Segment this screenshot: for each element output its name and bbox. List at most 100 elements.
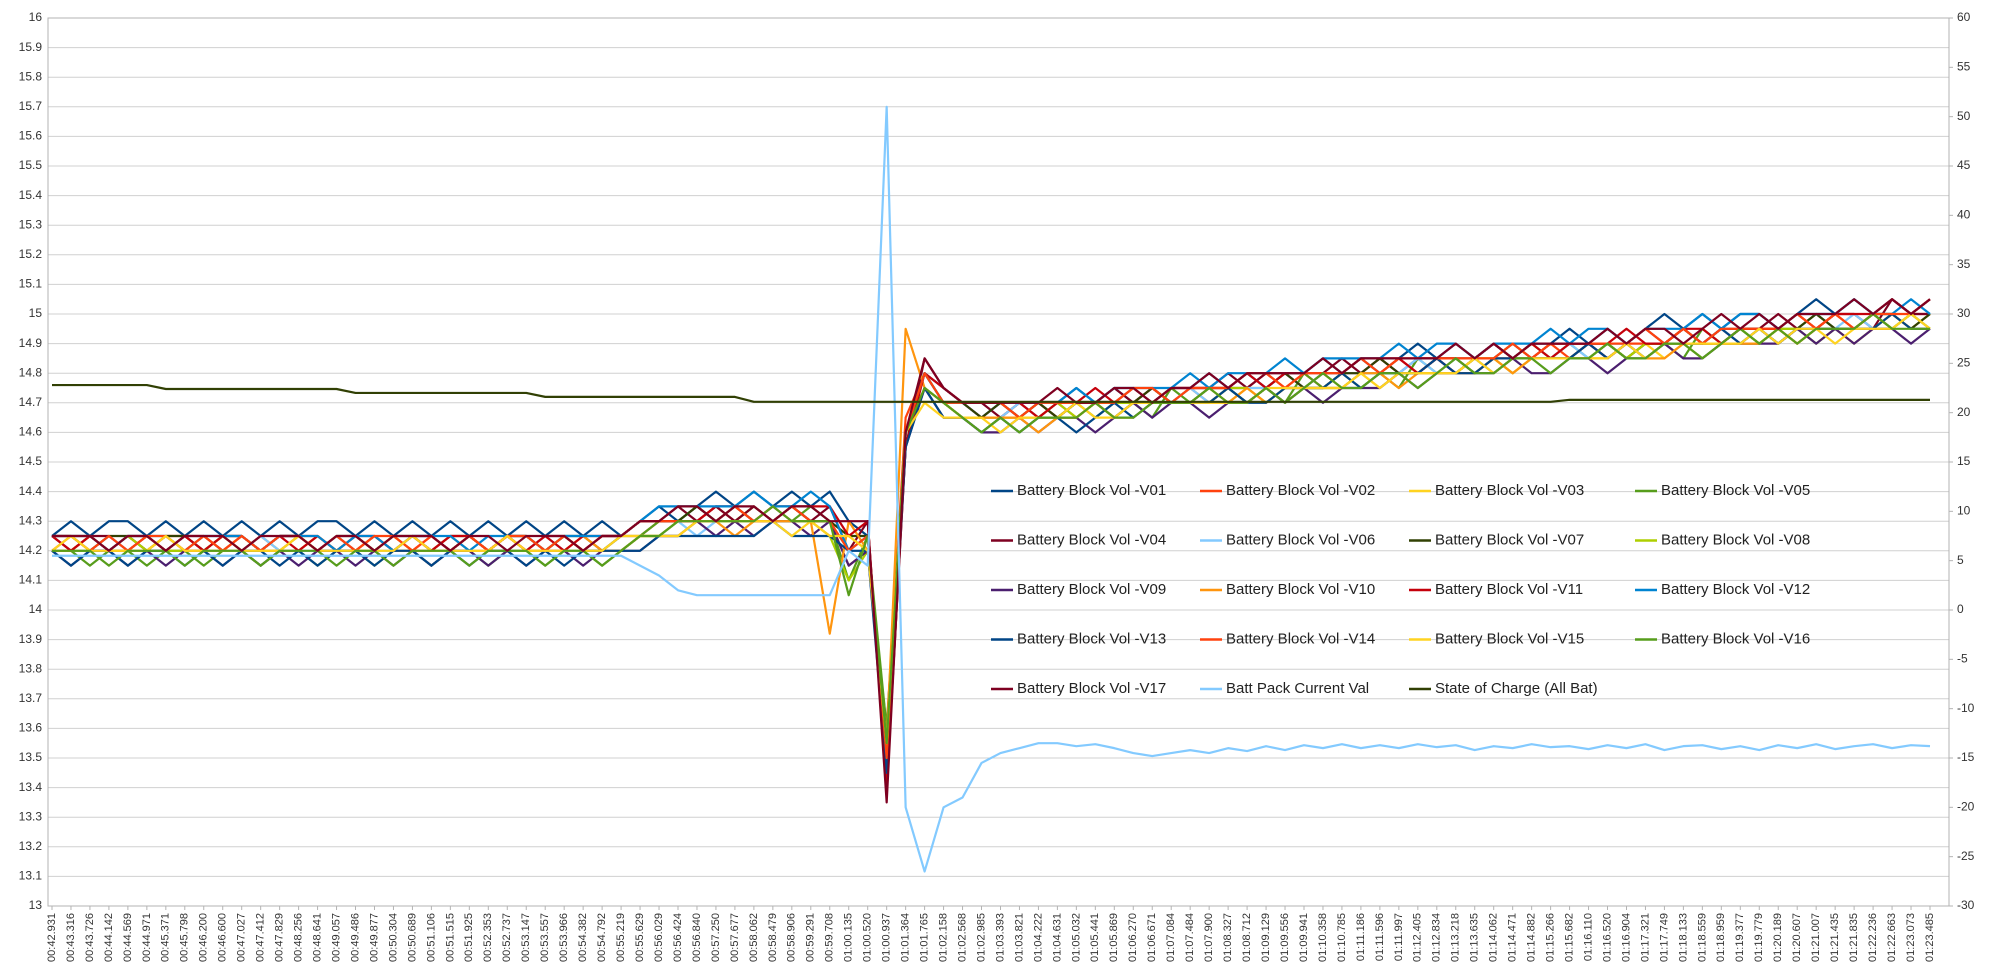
y-tick-label: 14.2 xyxy=(19,543,43,557)
x-tick-label: 01:07.084 xyxy=(1165,913,1177,962)
x-tick-label: 01:16.520 xyxy=(1601,913,1613,962)
x-tick-label: 01:16.110 xyxy=(1582,913,1594,961)
x-tick-label: 01:16.904 xyxy=(1620,913,1632,962)
x-tick-label: 00:55.629 xyxy=(634,913,646,962)
x-tick-label: 00:47.829 xyxy=(274,913,286,962)
y2-tick-label: 60 xyxy=(1957,10,1971,24)
x-tick-label: 00:54.382 xyxy=(577,913,589,962)
legend-label: Battery Block Vol -V14 xyxy=(1226,630,1375,647)
y-tick-label: 15.4 xyxy=(19,188,43,202)
y-tick-label: 15.2 xyxy=(19,247,43,261)
legend-label: Battery Block Vol -V04 xyxy=(1017,531,1166,548)
x-tick-label: 01:17.749 xyxy=(1658,913,1670,962)
y2-tick-label: -25 xyxy=(1957,849,1975,863)
x-tick-label: 01:11.186 xyxy=(1355,913,1367,961)
x-tick-label: 00:58.906 xyxy=(786,913,798,962)
y2-tick-label: 40 xyxy=(1957,208,1971,222)
x-tick-label: 01:09.129 xyxy=(1260,913,1272,962)
x-tick-label: 01:09.941 xyxy=(1298,913,1310,962)
x-tick-label: 01:06.270 xyxy=(1127,913,1139,962)
legend-label: Battery Block Vol -V08 xyxy=(1661,531,1810,548)
legend-label: Battery Block Vol -V17 xyxy=(1017,680,1166,697)
y2-tick-label: -15 xyxy=(1957,750,1975,764)
x-tick-label: 01:08.712 xyxy=(1241,913,1253,962)
y2-tick-label: 50 xyxy=(1957,109,1971,123)
y-tick-label: 13.2 xyxy=(19,839,43,853)
x-tick-label: 00:46.200 xyxy=(198,913,210,962)
x-tick-label: 00:59.708 xyxy=(824,913,836,962)
x-tick-label: 00:56.029 xyxy=(653,913,665,962)
y-tick-label: 13 xyxy=(29,898,43,912)
x-tick-label: 01:12.405 xyxy=(1412,913,1424,962)
y2-tick-label: -30 xyxy=(1957,898,1975,912)
x-tick-label: 00:53.966 xyxy=(558,913,570,962)
y-tick-label: 15 xyxy=(29,306,43,320)
x-tick-label: 01:18.959 xyxy=(1715,913,1727,962)
x-tick-label: 00:44.142 xyxy=(103,913,115,962)
x-tick-label: 01:09.556 xyxy=(1279,913,1291,962)
y2-tick-label: 0 xyxy=(1957,602,1964,616)
y-tick-label: 15.1 xyxy=(19,277,43,291)
x-tick-label: 01:20.607 xyxy=(1791,913,1803,962)
y2-tick-label: 35 xyxy=(1957,257,1971,271)
legend-label: Battery Block Vol -V11 xyxy=(1435,581,1583,598)
x-tick-label: 01:11.997 xyxy=(1393,913,1405,961)
x-tick-label: 00:53.147 xyxy=(520,913,532,962)
y-tick-label: 14.7 xyxy=(19,395,43,409)
x-tick-label: 00:57.250 xyxy=(710,913,722,962)
y2-tick-label: -5 xyxy=(1957,652,1968,666)
x-tick-label: 01:03.393 xyxy=(994,913,1006,962)
x-tick-label: 01:07.900 xyxy=(1203,913,1215,962)
y-tick-label: 13.7 xyxy=(19,691,43,705)
y-tick-label: 13.5 xyxy=(19,750,43,764)
series-line xyxy=(52,105,1931,873)
y2-tick-label: 15 xyxy=(1957,454,1971,468)
x-tick-label: 01:21.007 xyxy=(1810,913,1822,962)
x-tick-label: 01:23.485 xyxy=(1924,913,1936,962)
x-tick-label: 00:49.057 xyxy=(330,913,342,962)
y-tick-label: 14.9 xyxy=(19,336,43,350)
x-tick-label: 01:02.158 xyxy=(937,913,949,962)
x-tick-label: 01:00.937 xyxy=(881,913,893,962)
y2-tick-label: 20 xyxy=(1957,405,1971,419)
legend-label: State of Charge (All Bat) xyxy=(1435,680,1598,697)
x-tick-label: 01:05.441 xyxy=(1089,913,1101,962)
x-tick-label: 00:44.971 xyxy=(141,913,153,962)
x-tick-label: 01:15.266 xyxy=(1545,913,1557,962)
legend-label: Battery Block Vol -V01 xyxy=(1017,482,1166,499)
legend-label: Battery Block Vol -V02 xyxy=(1226,482,1375,499)
y2-tick-label: 10 xyxy=(1957,504,1971,518)
series-line xyxy=(52,383,1930,403)
legend-label: Batt Pack Current Val xyxy=(1226,680,1369,697)
x-tick-label: 01:21.835 xyxy=(1848,913,1860,962)
x-tick-label: 01:07.484 xyxy=(1184,913,1196,962)
x-tick-label: 01:13.635 xyxy=(1469,913,1481,962)
y2-tick-label: 25 xyxy=(1957,356,1971,370)
x-tick-label: 00:47.027 xyxy=(236,913,248,962)
x-tick-label: 01:02.985 xyxy=(975,913,987,962)
x-tick-label: 01:10.358 xyxy=(1317,913,1329,962)
y-tick-label: 14 xyxy=(29,602,43,616)
x-tick-label: 01:21.435 xyxy=(1829,913,1841,962)
y-tick-label: 14.6 xyxy=(19,425,43,439)
x-tick-label: 01:19.377 xyxy=(1734,913,1746,962)
y-tick-label: 14.5 xyxy=(19,454,43,468)
x-tick-label: 01:14.062 xyxy=(1488,913,1500,962)
y-tick-label: 15.9 xyxy=(19,40,43,54)
x-tick-label: 00:58.479 xyxy=(767,913,779,962)
legend-label: Battery Block Vol -V10 xyxy=(1226,581,1375,598)
x-tick-label: 01:18.559 xyxy=(1696,913,1708,962)
legend-label: Battery Block Vol -V09 xyxy=(1017,581,1166,598)
x-tick-label: 00:51.106 xyxy=(425,913,437,962)
x-tick-label: 01:08.327 xyxy=(1222,913,1234,962)
x-tick-label: 00:48.256 xyxy=(293,913,305,962)
x-tick-label: 01:15.682 xyxy=(1563,913,1575,962)
y-tick-label: 14.3 xyxy=(19,513,43,527)
y-tick-label: 13.9 xyxy=(19,632,43,646)
legend-label: Battery Block Vol -V06 xyxy=(1226,531,1375,548)
y-tick-label: 15.8 xyxy=(19,69,43,83)
x-tick-label: 01:19.779 xyxy=(1753,913,1765,962)
x-tick-label: 01:00.520 xyxy=(862,913,874,962)
